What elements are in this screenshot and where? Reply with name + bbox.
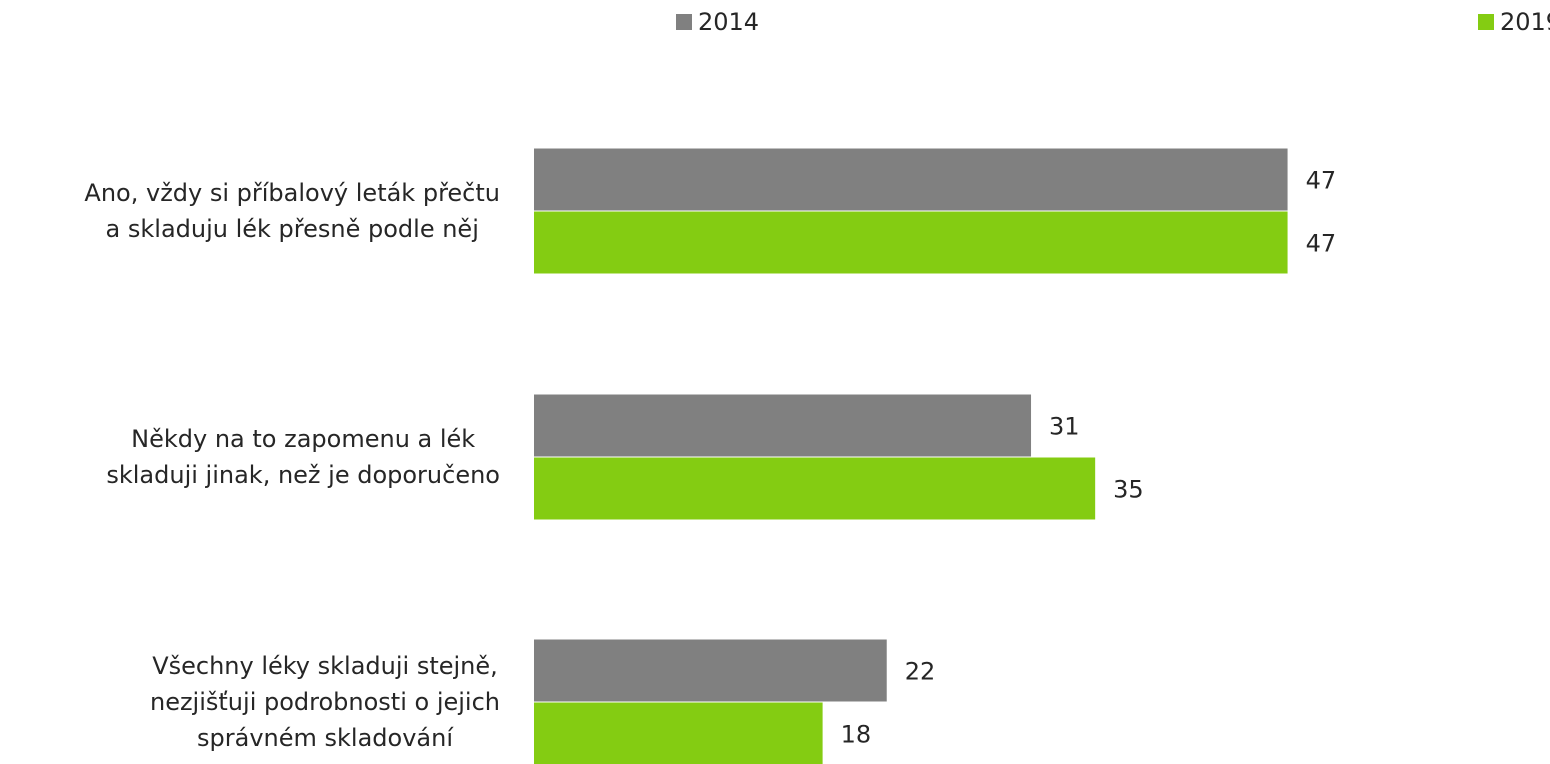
value-label: 18 <box>841 721 872 749</box>
category-label: Všechny léky skladuji stejně, nezjišťuji… <box>149 652 500 752</box>
value-label: 47 <box>1306 167 1337 195</box>
legend-label: 2014 <box>698 8 759 36</box>
bar <box>534 394 1032 457</box>
legend-swatch <box>676 14 692 30</box>
bar <box>534 702 823 764</box>
bar <box>534 211 1288 274</box>
value-label: 31 <box>1049 413 1080 441</box>
category-label: Někdy na to zapomenu a lék skladuji jina… <box>106 425 500 489</box>
legend-swatch <box>1478 14 1494 30</box>
value-label: 35 <box>1113 476 1144 504</box>
bar <box>534 457 1096 520</box>
value-label: 22 <box>905 658 936 686</box>
bar <box>534 639 887 702</box>
value-label: 47 <box>1306 230 1337 258</box>
category-label: Ano, vždy si příbalový leták přečtu a sk… <box>84 179 500 243</box>
bar <box>534 148 1288 211</box>
legend-label: 2019 <box>1500 8 1550 36</box>
